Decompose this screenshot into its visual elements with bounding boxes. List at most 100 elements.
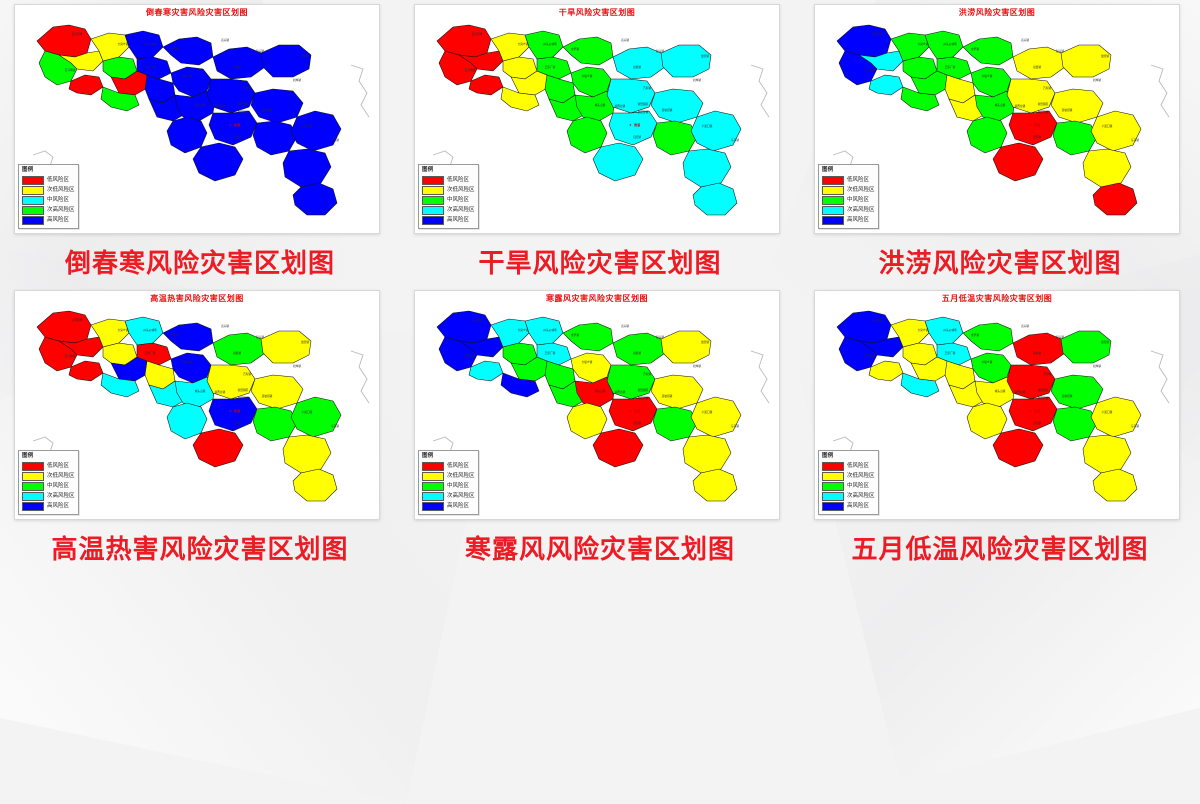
capital-label: 资溪: [1034, 408, 1041, 413]
region-label: 鹿西北镇: [615, 390, 626, 394]
map-region: [992, 428, 1044, 468]
region-label: 高兴镇: [221, 324, 229, 328]
region-label: 大堤乡镇: [982, 360, 993, 364]
map-card-gaowenrehai[interactable]: 甘玉坪场 石马场镇 大窝乡镇 州头公林场 金罗镇 王家厂镇 大堤乡镇 高兴镇 复兴镇 双盈镇 万寿镇…: [0, 286, 400, 571]
legend-item: 低风险区: [422, 175, 475, 185]
region-label: 王家厂镇: [145, 351, 156, 355]
map-legend: 图例 低风险区 次低风险区 中风险区 次高风险区 高风险区: [18, 164, 79, 229]
region-label: 石马场镇: [465, 354, 476, 358]
region-label: 东马镇: [1131, 424, 1139, 428]
map-region: [90, 32, 130, 62]
region-label: 城头山镇: [595, 389, 606, 393]
region-label: 甘玉坪场: [72, 32, 83, 36]
region-label: 甘玉坪场: [472, 32, 483, 36]
legend-item: 高风险区: [22, 215, 75, 225]
region-label: 高兴镇: [1021, 324, 1029, 328]
region-label: 大堤乡镇: [182, 74, 193, 78]
region-label: 新田镇区: [238, 102, 249, 106]
legend-item: 次低风险区: [422, 471, 475, 481]
region-label: 小渡口镇: [302, 124, 313, 128]
legend-swatch: [822, 175, 844, 185]
map-region: [1060, 330, 1112, 364]
map-region: [252, 120, 298, 156]
map-inner-title: 高温热害风险灾害区划图: [150, 294, 244, 303]
region-label: 城头山镇: [195, 389, 206, 393]
legend-swatch: [822, 215, 844, 225]
legend-label: 低风险区: [47, 462, 70, 469]
capital-star-icon: ★: [629, 409, 632, 413]
region-label: 自天镇: [233, 135, 241, 139]
legend-item: 次高风险区: [422, 491, 475, 501]
map-region: [650, 374, 704, 410]
region-label: 城头山镇: [995, 389, 1006, 393]
legend-item: 次低风险区: [22, 471, 75, 481]
map-region: [608, 396, 658, 432]
map-region: [1008, 396, 1058, 432]
region-label: 王家厂镇: [545, 65, 556, 69]
map-region: [192, 142, 244, 182]
map-card-ganhan[interactable]: 甘玉坪场 石马场镇 大窝乡镇 州头公林场 金罗镇 王家厂镇 大堤乡镇 高兴镇 复兴镇 双盈镇 万寿镇…: [400, 0, 800, 285]
region-label: 州头公林场: [943, 42, 957, 46]
region-label: 州头公林场: [143, 42, 157, 46]
region-label: 高兴镇: [1021, 38, 1029, 42]
region-label: 金罗镇: [571, 333, 579, 337]
legend-item: 次低风险区: [22, 185, 75, 195]
region-label: 城头山镇: [995, 103, 1006, 107]
map-region: [1052, 120, 1098, 156]
region-label: 重阳区镇: [238, 396, 249, 400]
map-region: [1050, 88, 1104, 124]
region-label: 高兴镇: [621, 38, 629, 42]
capital-star-icon: ★: [1029, 409, 1032, 413]
legend-item: 中风险区: [822, 195, 875, 205]
map-region: [490, 32, 530, 62]
map-card-honglao[interactable]: 甘玉坪场 石马场镇 大窝乡镇 州头公林场 金罗镇 王家厂镇 大堤乡镇 高兴镇 复兴镇 双盈镇 万寿镇…: [800, 0, 1200, 285]
map-card-daochunhan[interactable]: 甘玉坪场 石马场镇 大窝乡镇 州头公林场 金罗镇 王家厂镇 大堤乡镇 高兴镇 复兴镇 双盈镇 万寿镇…: [0, 0, 400, 285]
legend-swatch: [422, 215, 444, 225]
legend-label: 次高风险区: [447, 206, 475, 213]
region-label: 城头山镇: [595, 103, 606, 107]
legend-swatch: [22, 461, 44, 471]
legend-item: 次低风险区: [822, 471, 875, 481]
region-label: 甘玉坪场: [872, 32, 883, 36]
legend-label: 中风险区: [447, 196, 470, 203]
map-legend: 图例 低风险区 次低风险区 中风险区 次高风险区 高风险区: [18, 450, 79, 515]
region-label: 州头公林场: [543, 42, 557, 46]
legend-item: 低风险区: [22, 461, 75, 471]
map-card-hanlufeng[interactable]: 甘玉坪场 石马场镇 大窝乡镇 州头公林场 金罗镇 王家厂镇 大堤乡镇 高兴镇 复兴镇 双盈镇 万寿镇…: [400, 286, 800, 571]
map-region: [936, 342, 972, 366]
map-panel[interactable]: 甘玉坪场 石马场镇 大窝乡镇 州头公林场 金罗镇 王家厂镇 大堤乡镇 高兴镇 复兴镇 双盈镇 万寿镇…: [14, 290, 380, 520]
map-card-wuyuediwen[interactable]: 甘玉坪场 石马场镇 大窝乡镇 州头公林场 金罗镇 王家厂镇 大堤乡镇 高兴镇 复兴镇 双盈镇 万寿镇…: [800, 286, 1200, 571]
region-label: 双盈镇: [1033, 65, 1041, 69]
legend-swatch: [22, 481, 44, 491]
map-region: [206, 364, 256, 400]
region-label: 万寿镇: [1043, 86, 1051, 90]
region-label: 大堤乡镇: [582, 74, 593, 78]
legend-item: 低风险区: [822, 461, 875, 471]
region-label: 双盈镇: [1033, 351, 1041, 355]
map-region: [592, 428, 644, 468]
map-region: [682, 434, 732, 474]
map-region: [890, 318, 930, 348]
map-panel[interactable]: 甘玉坪场 石马场镇 大窝乡镇 州头公林场 金罗镇 王家厂镇 大堤乡镇 高兴镇 复兴镇 双盈镇 万寿镇…: [814, 290, 1180, 520]
capital-label: 资溪: [634, 408, 641, 413]
region-label: 新田镇区: [638, 388, 649, 392]
region-label: 复兴镇: [1056, 335, 1064, 339]
map-panel[interactable]: 甘玉坪场 石马场镇 大窝乡镇 州头公林场 金罗镇 王家厂镇 大堤乡镇 高兴镇 复兴镇 双盈镇 万寿镇…: [414, 290, 780, 520]
map-panel[interactable]: 甘玉坪场 石马场镇 大窝乡镇 州头公林场 金罗镇 王家厂镇 大堤乡镇 高兴镇 复兴镇 双盈镇 万寿镇…: [14, 4, 380, 234]
legend-swatch: [822, 205, 844, 215]
map-region: [1052, 406, 1098, 442]
region-label: 大窝乡镇: [518, 42, 529, 46]
map-panel[interactable]: 甘玉坪场 石马场镇 大窝乡镇 州头公林场 金罗镇 王家厂镇 大堤乡镇 高兴镇 复兴镇 双盈镇 万寿镇…: [814, 4, 1180, 234]
region-label: 复兴镇: [656, 49, 664, 53]
map-region: [124, 316, 164, 346]
legend-swatch: [422, 205, 444, 215]
region-label: 新田镇区: [1038, 102, 1049, 106]
legend-title: 图例: [822, 453, 834, 459]
region-label: 大窝乡镇: [118, 328, 129, 332]
legend-swatch: [22, 501, 44, 511]
region-label: 松岸镇: [293, 364, 301, 368]
map-panel[interactable]: 甘玉坪场 石马场镇 大窝乡镇 州头公林场 金罗镇 王家厂镇 大堤乡镇 高兴镇 复兴镇 双盈镇 万寿镇…: [414, 4, 780, 234]
region-label: 金罗镇: [971, 47, 979, 51]
